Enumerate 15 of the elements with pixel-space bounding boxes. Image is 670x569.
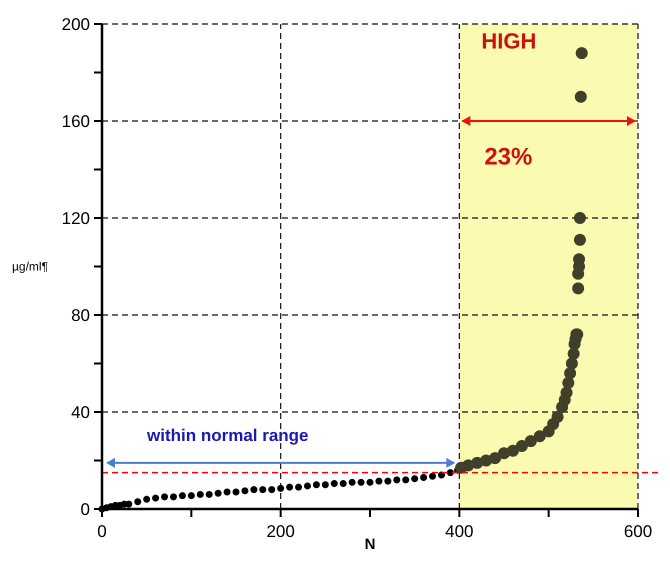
y-tick-label: 40 bbox=[71, 402, 90, 422]
y-tick-label: 120 bbox=[62, 208, 90, 228]
x-tick-label: 200 bbox=[266, 522, 295, 541]
x-tick-label: 600 bbox=[624, 522, 652, 541]
y-axis-title: µg/ml¶ bbox=[12, 260, 48, 274]
y-tick-label: 0 bbox=[80, 500, 90, 519]
x-tick-label: 400 bbox=[445, 522, 474, 541]
annotation: 23% bbox=[484, 144, 532, 171]
x-axis-title: N bbox=[364, 536, 376, 553]
y-tick-label: 80 bbox=[71, 306, 90, 325]
x-tick-label: 0 bbox=[97, 522, 107, 541]
y-tick-label: 160 bbox=[62, 112, 90, 131]
y-tick-label: 200 bbox=[62, 14, 90, 34]
annotation: within normal range bbox=[146, 426, 309, 446]
annotation: HIGH bbox=[481, 28, 536, 54]
